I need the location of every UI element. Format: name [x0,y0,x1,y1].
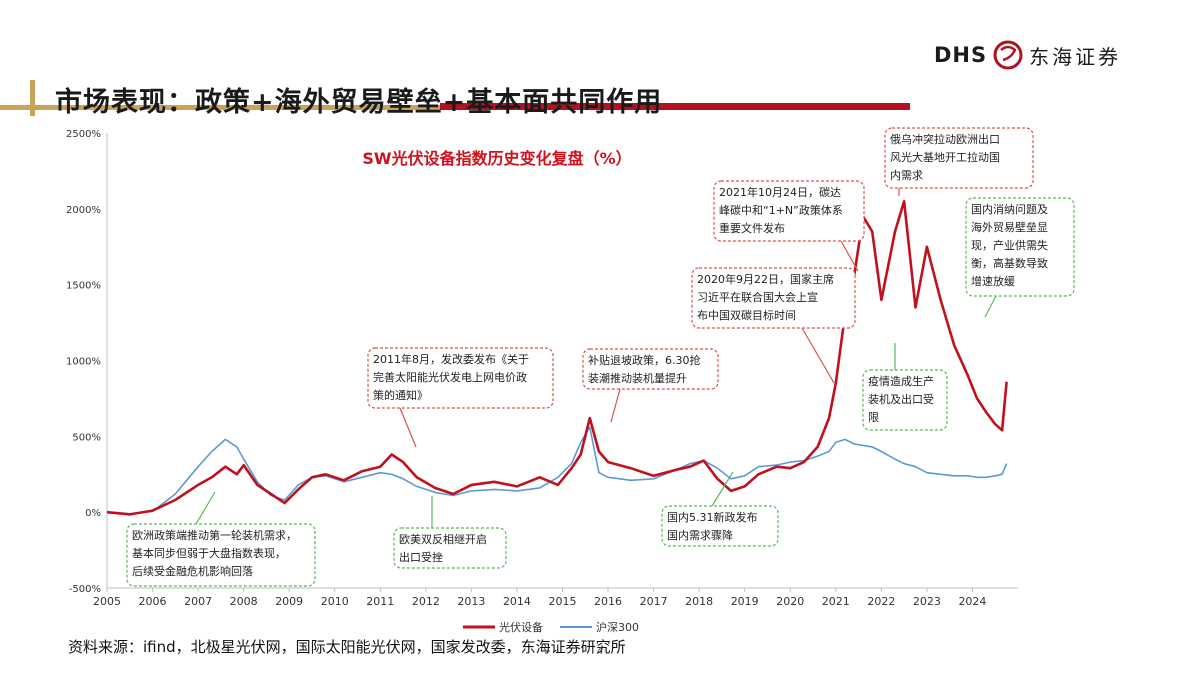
annotation-text: 欧洲政策端推动第一轮装机需求， [132,528,297,542]
x-tick-label: 2010 [321,595,349,608]
annotation-pointer [610,388,621,423]
annotation-box [393,527,507,569]
annotation-pointer [195,491,216,525]
x-tick-label: 2016 [594,595,622,608]
annotation-box [713,180,865,242]
annotation-text: 衡，高基数导致 [971,256,1048,270]
x-tick-label: 2014 [503,595,531,608]
x-tick-label: 2012 [412,595,440,608]
annotation-text: 装潮推动装机量提升 [588,371,687,385]
x-tick-label: 2020 [776,595,804,608]
chart-title: SW光伏设备指数历史变化复盘（%） [362,149,631,168]
annotation-text: 重要文件发布 [719,221,785,235]
x-tick-label: 2021 [822,595,850,608]
annotation-pointer [801,327,835,384]
annotation-pointer [399,407,417,448]
annotation-box [661,505,779,547]
dragon-icon [993,40,1023,70]
annotation-text: 出口受挫 [399,550,443,564]
x-tick-label: 2009 [275,595,303,608]
header-gold-stripe [0,105,440,110]
annotation-text: 增速放缓 [971,274,1015,288]
annotation-text: 风光大基地开工拉动国 [890,150,1000,164]
page-number: 4 [597,646,604,657]
annotation-text: 俄乌冲突拉动欧洲出口 [890,132,1000,146]
header-red-stripe [440,103,910,110]
annotation-box [862,369,948,431]
annotation-pointer [711,471,734,507]
annotation-text: 内需求 [890,168,923,182]
annotation-text: 2020年9月22日，国家主席 [697,272,834,286]
x-tick-label: 2024 [958,595,986,608]
annotation-box [126,523,316,587]
annotation-text: 国内需求骤降 [667,528,733,542]
annotation-text: 疫情造成生产 [868,374,934,388]
annotation-pointer [984,295,997,318]
y-tick-label: 2500% [66,129,101,140]
annotation-text: 国内消纳问题及 [971,202,1048,216]
title-accent-bar [30,80,35,116]
annotation-text: 基本同步但弱于大盘指数表现， [132,546,286,560]
y-tick-label: 1000% [66,357,101,368]
pv-series-line [106,200,1008,516]
annotation-text: 限 [868,411,879,424]
x-tick-label: 2015 [549,595,577,608]
header-bar [0,50,1200,110]
annotation-text: 峰碳中和“1+N”政策体系 [719,203,843,217]
logo-text: DHS [934,43,988,67]
x-tick-label: 2006 [139,595,167,608]
annotation-text: 2011年8月，发改委发布《关于 [373,352,529,366]
annotation-text: 海外贸易壁垒显 [971,220,1048,234]
annotation-text: 装机及出口受 [868,392,934,406]
annotation-box [691,267,856,329]
x-tick-label: 2007 [184,595,212,608]
annotation-text: 布中国双碳目标时间 [697,308,796,322]
annotation-text: 2021年10月24日，碳达 [719,185,841,199]
y-tick-label: 500% [72,432,101,443]
x-tick-label: 2005 [93,595,121,608]
annotation-box [582,348,719,390]
annotation-box [965,197,1075,297]
annotation-text: 欧美双反相继开启 [399,533,487,546]
annotation-text: 国内5.31新政发布 [667,510,758,524]
annotation-pointer [840,240,859,272]
x-tick-label: 2017 [640,595,668,608]
x-tick-label: 2011 [366,595,394,608]
annotation-text: 完善太阳能光伏发电上网电价政 [373,370,527,384]
annotation-text: 习近平在联合国大会上宣 [697,290,818,304]
brand-name: 东海证券 [1029,44,1122,69]
x-tick-label: 2019 [731,595,759,608]
x-tick-label: 2022 [867,595,895,608]
x-tick-label: 2013 [457,595,485,608]
annotation-text: 策的通知》 [373,388,428,402]
brand-logo: DHS 东海证券 [934,38,1121,72]
y-tick-label: 0% [85,508,101,519]
annotation-text: 补贴退坡政策，6.30抢 [588,353,701,367]
source-note: 资料来源：ifind，北极星光伏网，国际太阳能光伏网，国家发改委，东海证券研究所 [68,638,626,656]
annotation-text: 现，产业供需失 [971,238,1048,252]
y-tick-label: 1500% [66,281,101,292]
hs300-series-line [106,426,1008,515]
x-tick-label: 2008 [230,595,258,608]
annotation-box [367,347,554,409]
x-tick-label: 2018 [685,595,713,608]
y-tick-label: 2000% [66,205,101,216]
page-title: 市场表现：政策+海外贸易壁垒+基本面共同作用 [55,87,663,118]
legend-label: 光伏设备 [499,620,543,634]
annotation-text: 后续受金融危机影响回落 [132,564,253,578]
y-tick-label: -500% [69,584,101,595]
annotation-box [884,127,1034,189]
x-tick-label: 2023 [913,595,941,608]
legend-label: 沪深300 [596,620,639,634]
